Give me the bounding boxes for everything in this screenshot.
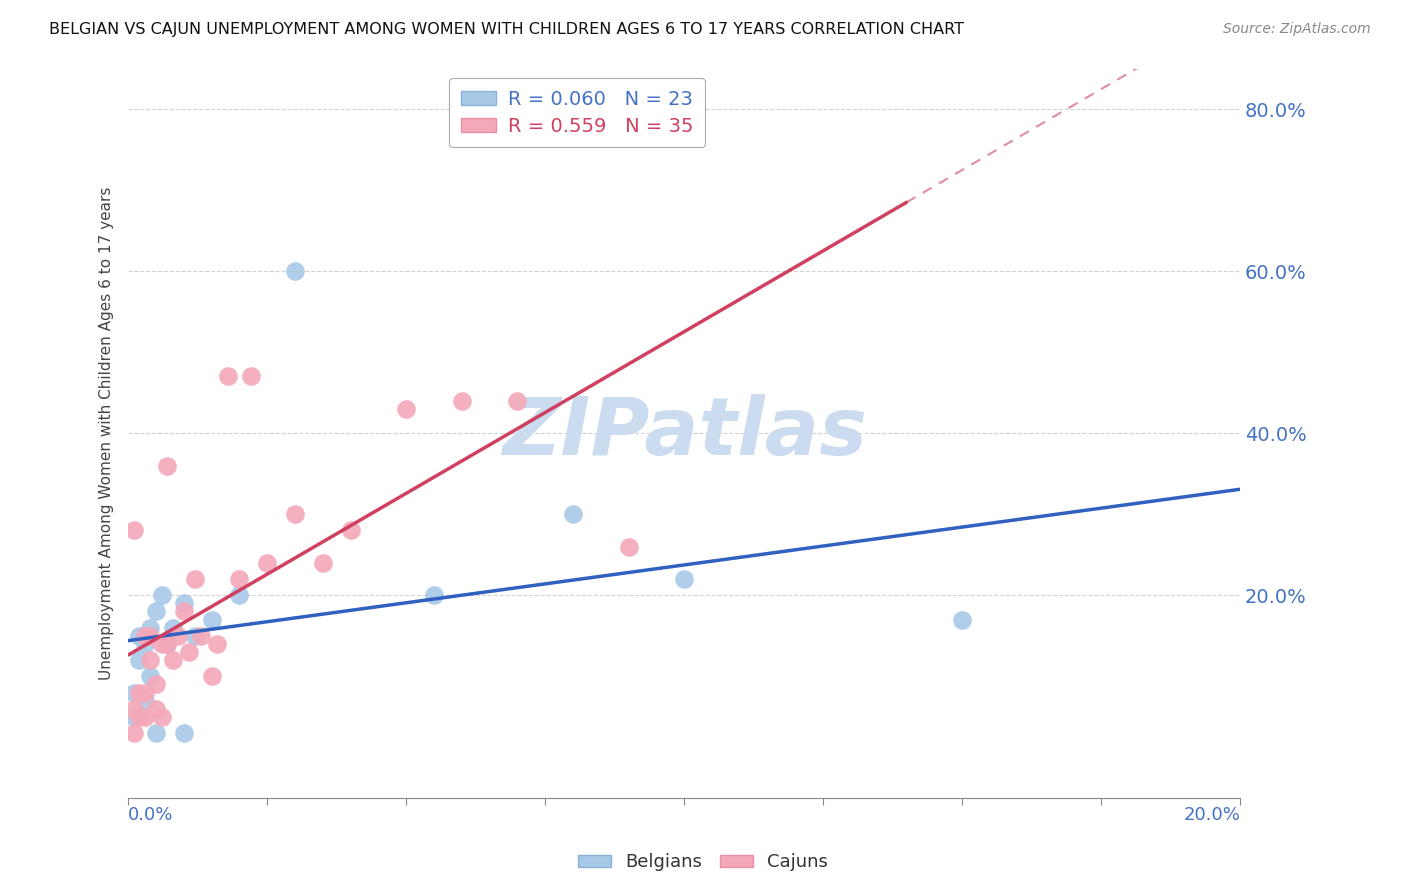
Point	[506, 393, 529, 408]
Point	[562, 507, 585, 521]
Point	[122, 726, 145, 740]
Point	[256, 556, 278, 570]
Point	[139, 653, 162, 667]
Point	[134, 693, 156, 707]
Text: BELGIAN VS CAJUN UNEMPLOYMENT AMONG WOMEN WITH CHILDREN AGES 6 TO 17 YEARS CORRE: BELGIAN VS CAJUN UNEMPLOYMENT AMONG WOME…	[49, 22, 965, 37]
Point	[173, 596, 195, 610]
Point	[184, 629, 207, 643]
Point	[167, 629, 190, 643]
Point	[673, 572, 696, 586]
Point	[150, 588, 173, 602]
Point	[150, 637, 173, 651]
Point	[162, 621, 184, 635]
Point	[173, 726, 195, 740]
Point	[339, 524, 361, 538]
Point	[139, 621, 162, 635]
Point	[217, 369, 239, 384]
Text: 20.0%: 20.0%	[1184, 806, 1240, 824]
Point	[205, 637, 228, 651]
Point	[134, 685, 156, 699]
Point	[122, 524, 145, 538]
Point	[395, 401, 418, 416]
Point	[122, 685, 145, 699]
Point	[201, 669, 224, 683]
Text: Source: ZipAtlas.com: Source: ZipAtlas.com	[1223, 22, 1371, 37]
Y-axis label: Unemployment Among Women with Children Ages 6 to 17 years: Unemployment Among Women with Children A…	[100, 186, 114, 680]
Point	[173, 604, 195, 618]
Point	[128, 685, 150, 699]
Point	[150, 710, 173, 724]
Point	[284, 507, 307, 521]
Point	[156, 458, 179, 473]
Point	[190, 629, 212, 643]
Point	[450, 393, 472, 408]
Point	[312, 556, 335, 570]
Point	[184, 572, 207, 586]
Point	[128, 629, 150, 643]
Point	[162, 653, 184, 667]
Point	[179, 645, 201, 659]
Point	[134, 629, 156, 643]
Point	[156, 637, 179, 651]
Point	[156, 637, 179, 651]
Point	[423, 588, 446, 602]
Text: ZIPatlas: ZIPatlas	[502, 394, 866, 472]
Point	[145, 726, 167, 740]
Point	[122, 710, 145, 724]
Point	[950, 613, 973, 627]
Legend: R = 0.060   N = 23, R = 0.559   N = 35: R = 0.060 N = 23, R = 0.559 N = 35	[450, 78, 704, 147]
Point	[228, 572, 250, 586]
Point	[134, 637, 156, 651]
Point	[122, 702, 145, 716]
Point	[128, 710, 150, 724]
Point	[228, 588, 250, 602]
Point	[145, 702, 167, 716]
Point	[134, 710, 156, 724]
Point	[617, 540, 640, 554]
Point	[139, 669, 162, 683]
Point	[239, 369, 262, 384]
Point	[284, 264, 307, 278]
Point	[145, 604, 167, 618]
Point	[145, 677, 167, 691]
Point	[201, 613, 224, 627]
Point	[128, 653, 150, 667]
Legend: Belgians, Cajuns: Belgians, Cajuns	[571, 847, 835, 879]
Text: 0.0%: 0.0%	[128, 806, 173, 824]
Point	[139, 629, 162, 643]
